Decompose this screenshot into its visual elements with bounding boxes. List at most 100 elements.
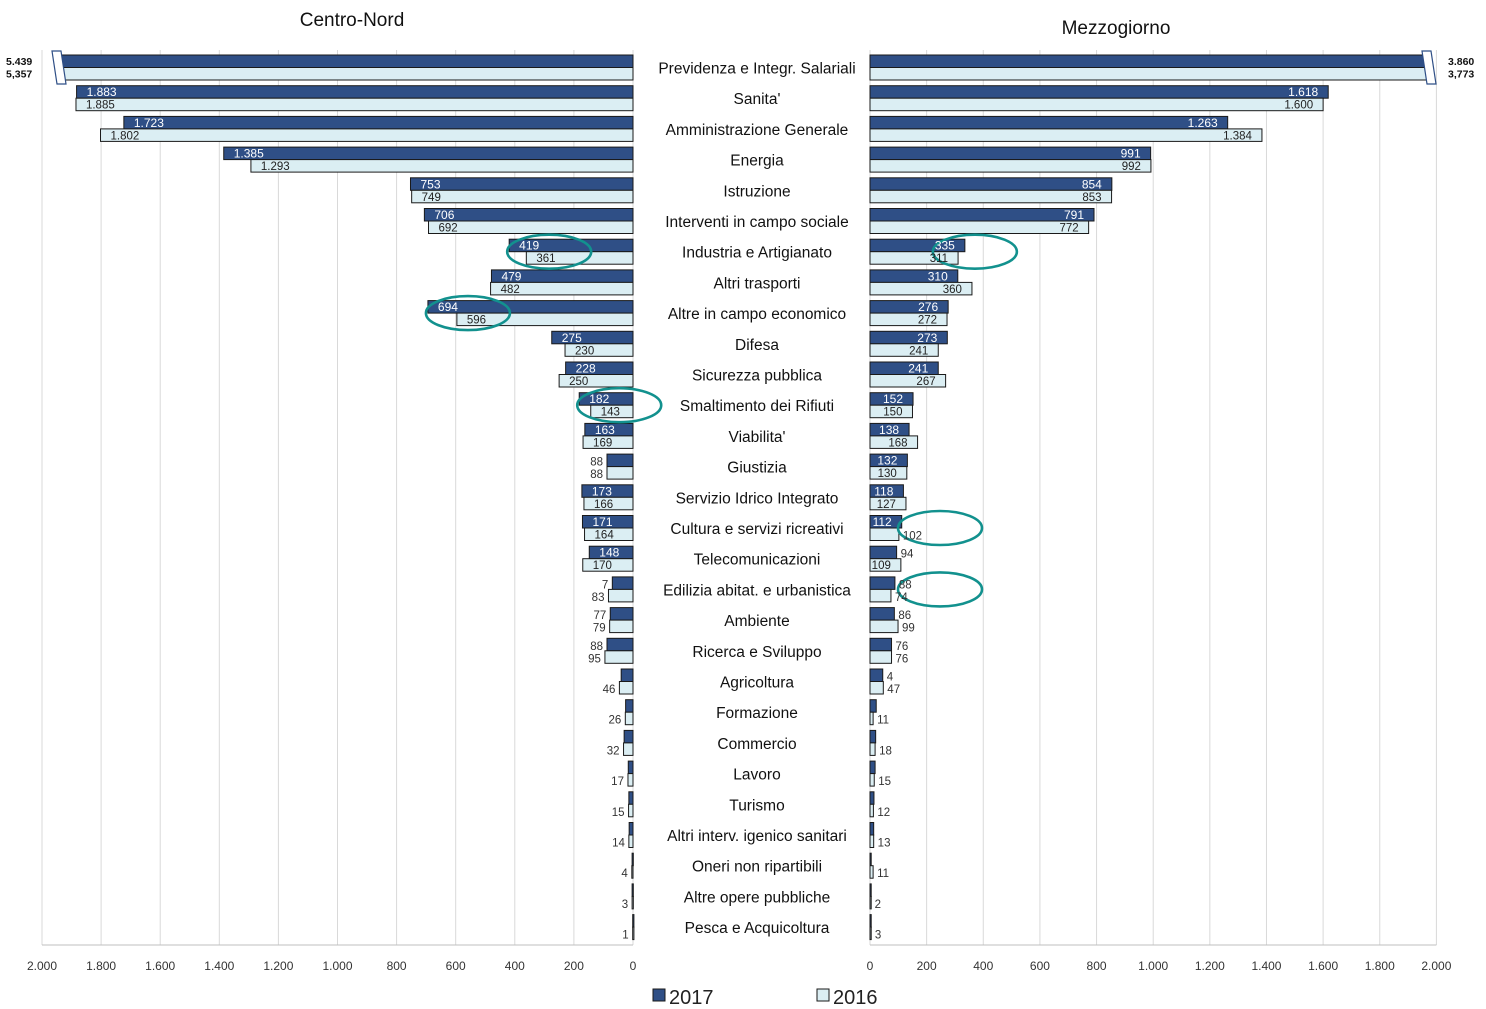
left-bar-2016-viabilita xyxy=(582,435,634,449)
legend-swatch-2017 xyxy=(652,988,666,1002)
left-data-label-2016-interventi-in-campo-sociale: 692 xyxy=(439,223,458,235)
labels: 2.000 1.800 1.600 1.400 1.200 1.000 800 600 400 2… xyxy=(6,56,1474,973)
category-label-altri-trasporti: Altri trasporti xyxy=(714,275,801,292)
left-bar-2017-istruzione xyxy=(409,177,634,191)
right-tick-label: 2.000 xyxy=(1421,959,1451,973)
right-data-label-2016-telecomunicazioni: 109 xyxy=(872,560,891,572)
left-data-label-2017-cultura-e-servizi-ricreativi: 171 xyxy=(592,515,612,529)
right-data-label-2016-altri-trasporti: 360 xyxy=(943,284,962,296)
right-data-label-2017-energia: 991 xyxy=(1121,147,1141,161)
left-data-label-2016-formazione: 26 xyxy=(609,715,622,727)
right-bar-2016-altre-in-campo-economico xyxy=(869,312,948,327)
left-data-label-2017-industria-e-artigianato: 419 xyxy=(519,239,539,253)
left-data-label-2016-giustizia: 88 xyxy=(590,469,603,481)
right-bar-2016-altri-trasporti xyxy=(869,281,973,296)
right-bar-2017-istruzione xyxy=(869,177,1113,191)
right-data-label-2016-altre-in-campo-economico: 272 xyxy=(918,315,937,327)
left-axis-break-marker xyxy=(51,50,67,85)
left-data-label-2016-cultura-e-servizi-ricreativi: 164 xyxy=(595,530,615,542)
left-data-label-2017-sanita: 1.883 xyxy=(87,85,117,99)
left-data-label-2016-altre-in-campo-economico: 596 xyxy=(467,315,486,327)
category-label-commercio: Commercio xyxy=(717,736,796,753)
right-data-label-2016-edilizia-abitat-e-urbanistica: 74 xyxy=(895,592,908,604)
category-label-difesa: Difesa xyxy=(735,337,779,354)
panel-title-mezzogiorno: Mezzogiorno xyxy=(1062,18,1171,39)
right-bar-2016-sicurezza-pubblica xyxy=(869,374,947,388)
left-tick-label: 1.600 xyxy=(145,959,175,973)
left-tick-label: 200 xyxy=(564,959,584,973)
right-data-label-2017-ambiente: 86 xyxy=(898,610,911,622)
right-data-label-2017-industria-e-artigianato: 335 xyxy=(935,239,955,253)
right-bar-2017-commercio xyxy=(869,729,877,744)
left-data-label-2017-istruzione: 753 xyxy=(420,177,440,191)
right-tick-label: 1.400 xyxy=(1251,959,1281,973)
right-bar-2017-altre-opere-pubbliche xyxy=(869,883,872,897)
left-bar-2016-agricoltura xyxy=(618,681,634,695)
left-data-label-2017-difesa: 275 xyxy=(562,331,582,345)
right-bar-2016-agricoltura xyxy=(869,681,884,695)
left-bar-2016-energia xyxy=(250,159,634,173)
right-data-label-2016-interventi-in-campo-sociale: 772 xyxy=(1059,223,1078,235)
left-data-label-2016-ricerca-e-sviluppo: 95 xyxy=(588,653,601,665)
left-bar-2016-interventi-in-campo-sociale xyxy=(428,220,634,234)
right-bar-2017-interventi-in-campo-sociale xyxy=(869,208,1095,222)
bars xyxy=(57,54,1429,941)
left-data-label-2017-interventi-in-campo-sociale: 706 xyxy=(434,208,454,222)
category-label-edilizia-abitat-e-urbanistica: Edilizia abitat. e urbanistica xyxy=(663,582,851,599)
left-bar-2016-cultura-e-servizi-ricreativi xyxy=(584,527,634,541)
right-data-label-2016-ricerca-e-sviluppo: 76 xyxy=(896,653,909,665)
right-bar-2016-oneri-non-ripartibili xyxy=(869,865,874,879)
right-data-label-2016-viabilita: 168 xyxy=(888,437,907,449)
left-data-label-2016-oneri-non-ripartibili: 4 xyxy=(621,868,628,880)
category-label-ambiente: Ambiente xyxy=(724,613,789,630)
right-data-label-2016-turismo: 12 xyxy=(877,807,890,819)
category-label-oneri-non-ripartibili: Oneri non ripartibili xyxy=(692,859,822,876)
right-data-label-2016-oneri-non-ripartibili: 11 xyxy=(877,868,889,880)
right-tick-label: 600 xyxy=(1030,959,1050,973)
right-tick-label: 0 xyxy=(867,959,874,973)
right-bar-2016-ambiente xyxy=(869,619,899,634)
left-bar-2016-difesa xyxy=(564,343,634,357)
left-bar-2016-altri-interv-igenico-sanitari xyxy=(628,834,634,848)
left-highlight-smaltimento-dei-rifiuti xyxy=(575,386,663,424)
left-bar-2017-oneri-non-ripartibili xyxy=(631,852,634,867)
right-data-label-2017-istruzione: 854 xyxy=(1082,177,1102,191)
left-tick-label: 600 xyxy=(446,959,466,973)
right-data-label-2016-altre-opere-pubbliche: 2 xyxy=(875,899,881,911)
right-data-label-2017-viabilita: 138 xyxy=(879,423,899,437)
right-data-label-2016-pesca-e-acquicoltura: 3 xyxy=(875,930,881,942)
left-data-label-2016-pesca-e-acquicoltura: 1 xyxy=(622,930,628,942)
left-bar-2017-formazione xyxy=(625,699,634,713)
category-label-cultura-e-servizi-ricreativi: Cultura e servizi ricreativi xyxy=(670,521,843,538)
right-data-label-2016-sicurezza-pubblica: 267 xyxy=(916,376,935,388)
left-bar-2017-amministrazione-generale xyxy=(123,115,634,130)
left-bar-2016-sicurezza-pubblica xyxy=(558,374,634,388)
right-bar-2016-sanita xyxy=(869,97,1324,112)
right-data-label-2017-agricoltura: 4 xyxy=(887,672,894,684)
left-data-label-2016-sanita: 1.885 xyxy=(86,100,115,112)
legend-label-2016: 2016 xyxy=(833,987,878,1009)
left-data-label-2017-sicurezza-pubblica: 228 xyxy=(576,362,596,376)
left-bar-2016-smaltimento-dei-rifiuti xyxy=(590,404,634,419)
left-data-label-2016-sicurezza-pubblica: 250 xyxy=(569,376,588,388)
right-bar-2016-smaltimento-dei-rifiuti xyxy=(869,404,913,419)
right-data-label-2016-servizio-idrico-integrato: 127 xyxy=(877,499,896,511)
right-bar-2016-telecomunicazioni xyxy=(869,558,902,572)
legend: 2017 2016 xyxy=(652,987,878,1009)
left-data-label-2016-edilizia-abitat-e-urbanistica: 83 xyxy=(592,592,605,604)
right-tick-label: 1.000 xyxy=(1138,959,1168,973)
category-label-altri-interv-igenico-sanitari: Altri interv. igenico sanitari xyxy=(667,828,847,845)
category-label-istruzione: Istruzione xyxy=(723,183,790,200)
right-data-label-2017-sicurezza-pubblica: 241 xyxy=(908,362,928,376)
category-label-interventi-in-campo-sociale: Interventi in campo sociale xyxy=(665,214,849,231)
left-break-label-2016: 5,357 xyxy=(6,69,32,81)
right-tick-label: 1.200 xyxy=(1195,959,1225,973)
left-data-label-2016-commercio: 32 xyxy=(607,745,620,757)
left-data-label-2017-telecomunicazioni: 148 xyxy=(599,546,619,560)
right-data-label-2017-servizio-idrico-integrato: 118 xyxy=(874,484,893,498)
category-label-turismo: Turismo xyxy=(729,797,784,814)
left-data-label-2017-ambiente: 77 xyxy=(593,610,606,622)
left-bar-2016-edilizia-abitat-e-urbanistica xyxy=(607,588,634,603)
right-bar-2016-previdenza-e-integr-salariali xyxy=(869,67,1429,81)
right-data-label-2016-smaltimento-dei-rifiuti: 150 xyxy=(883,407,902,419)
